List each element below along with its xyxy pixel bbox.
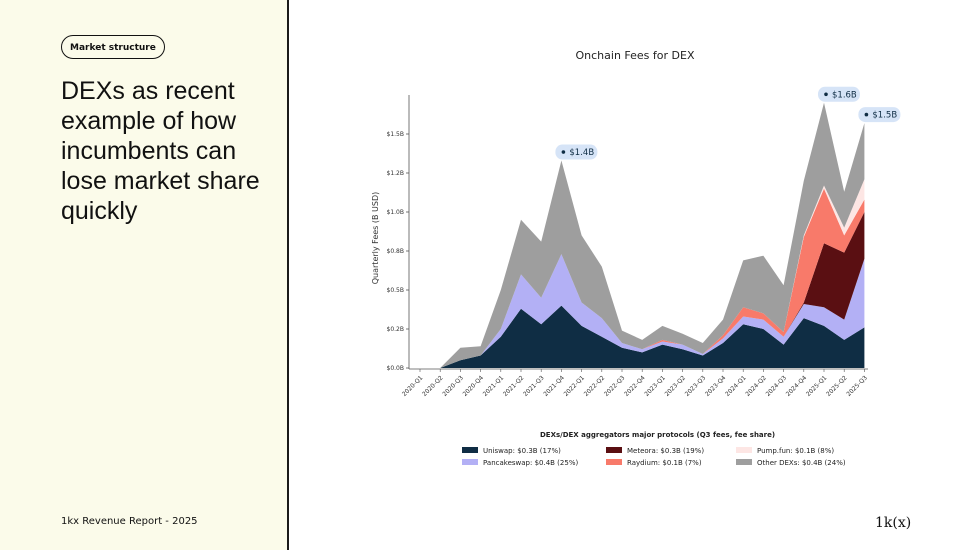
area-series-0: [420, 305, 865, 368]
legend-swatch: [606, 459, 622, 465]
y-axis-label: Quarterly Fees (B USD): [371, 192, 380, 285]
y-tick-label: $1.0B: [387, 209, 404, 216]
legend-item: Raydium: $0.1B (7%): [606, 458, 702, 468]
chart-title: Onchain Fees for DEX: [575, 49, 695, 62]
annotation-dot: [824, 92, 828, 97]
y-tick-label: $1.2B: [387, 170, 404, 177]
y-tick-label: $0.8B: [387, 248, 404, 255]
left-panel: Market structure DEXs as recent example …: [0, 0, 287, 550]
brand-logo: 1k(x): [875, 515, 912, 531]
annotation-label: $1.6B: [832, 90, 857, 100]
annotation-dot: [864, 112, 869, 117]
x-tick-label: 2024-Q1: [724, 374, 748, 398]
legend-swatch: [736, 459, 752, 465]
annotation-box: [818, 86, 860, 102]
x-tick-label: 2023-Q4: [704, 374, 728, 398]
area-series-1: [420, 254, 865, 368]
y-tick-label: $0.5B: [387, 287, 404, 294]
area-series-5: [420, 102, 865, 369]
x-tick-label: 2025-Q2: [825, 374, 849, 398]
legend-item: Pump.fun: $0.1B (8%): [736, 446, 834, 456]
annotation-dot: [561, 150, 566, 154]
x-tick-label: 2024-Q2: [744, 374, 768, 398]
annotation-label: $1.4B: [569, 148, 594, 158]
x-tick-label: 2021-Q4: [542, 374, 566, 398]
area-series-4: [420, 179, 865, 368]
annotation-label: $1.5B: [872, 111, 897, 121]
x-tick-label: 2023-Q2: [664, 374, 688, 398]
x-tick-label: 2020-Q3: [441, 374, 465, 398]
legend-title: DEXs/DEX aggregators major protocols (Q3…: [540, 431, 776, 439]
x-tick-label: 2022-Q3: [603, 374, 627, 398]
headline: DEXs as recent example of how incumbents…: [61, 77, 260, 225]
legend-swatch: [462, 459, 478, 465]
legend-swatch: [606, 447, 622, 453]
x-tick-label: 2025-Q3: [845, 374, 869, 398]
footer-text: 1kx Revenue Report - 2025: [61, 516, 198, 527]
y-tick-label: $1.5B: [387, 131, 404, 138]
x-tick-label: 2022-Q1: [563, 374, 587, 398]
annotation-box: [555, 144, 598, 160]
legend-label: Other DEXs: $0.4B (24%): [757, 459, 846, 467]
legend-label: Raydium: $0.1B (7%): [627, 459, 702, 467]
divider: [287, 0, 289, 550]
x-tick-label: 2024-Q4: [785, 374, 809, 398]
legend-swatch: [736, 447, 752, 453]
legend-label: Pump.fun: $0.1B (8%): [757, 447, 835, 455]
legend-label: Meteora: $0.3B (19%): [627, 447, 705, 455]
x-tick-label: 2021-Q2: [502, 374, 526, 398]
legend-item: Pancakeswap: $0.4B (25%): [462, 458, 578, 468]
annotation-box: [858, 107, 901, 123]
x-tick-label: 2024-Q3: [765, 374, 789, 398]
x-tick-label: 2025-Q1: [805, 374, 829, 398]
y-tick-label: $0.0B: [387, 365, 404, 372]
x-tick-label: 2021-Q3: [522, 374, 546, 398]
section-tag: Market structure: [61, 35, 165, 59]
legend-swatch: [462, 447, 478, 453]
legend-label: Uniswap: $0.3B (17%): [483, 447, 561, 455]
x-tick-label: 2022-Q2: [583, 374, 607, 398]
legend-item: Uniswap: $0.3B (17%): [462, 446, 561, 456]
x-tick-label: 2021-Q1: [482, 374, 506, 398]
legend-item: Meteora: $0.3B (19%): [606, 446, 704, 456]
x-tick-label: 2023-Q3: [684, 374, 708, 398]
x-tick-label: 2020-Q2: [421, 374, 445, 398]
legend-item: Other DEXs: $0.4B (24%): [736, 458, 846, 468]
x-tick-label: 2023-Q1: [643, 374, 667, 398]
area-series-3: [420, 188, 865, 368]
legend-label: Pancakeswap: $0.4B (25%): [483, 459, 579, 467]
x-tick-label: 2020-Q1: [401, 374, 425, 398]
x-tick-label: 2020-Q4: [462, 374, 486, 398]
y-tick-label: $0.2B: [387, 326, 404, 333]
x-tick-label: 2022-Q4: [623, 374, 647, 398]
